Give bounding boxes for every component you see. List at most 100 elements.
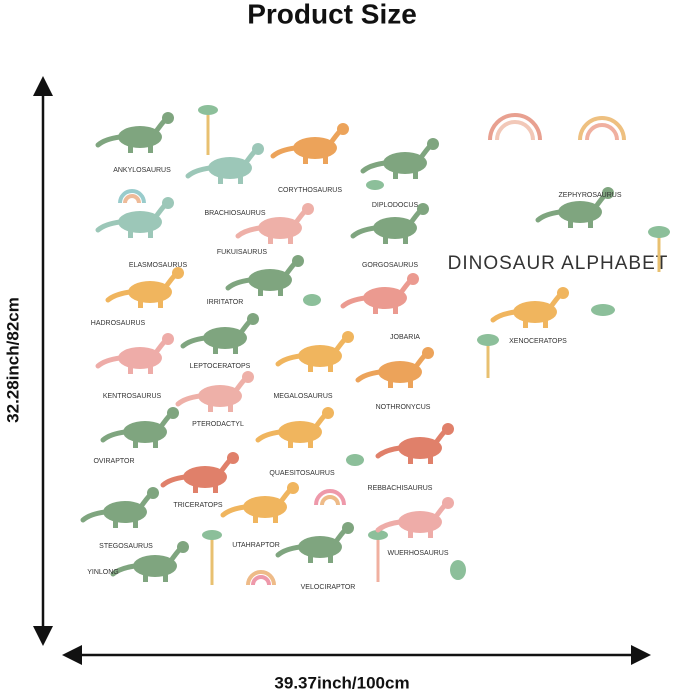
dino-leg [158,298,163,308]
dino-label: BRACHIOSAURUS [204,210,265,217]
dino-head [407,273,419,285]
dino-label: HADROSAURUS [91,320,146,327]
dinosaur: BRACHIOSAURUS [185,143,266,217]
dino-head [302,203,314,215]
dino-body [248,269,292,291]
dino-leg [193,483,198,493]
dino-head [167,407,179,419]
dino-label: GORGOSAURUS [362,262,418,269]
dino-leg [408,378,413,388]
dino-label: QUAESITOSAURUS [269,470,335,477]
dinosaur: HADROSAURUS [91,267,184,327]
dino-body [258,217,302,239]
dino-leg [128,228,133,238]
dino-head [442,497,454,509]
dinosaur: MEGALOSAURUS [273,331,354,400]
dino-label: REBBACHISAURUS [368,485,433,492]
dino-leg [268,234,273,244]
dino-leg [143,572,148,582]
dino-tail [185,165,213,179]
dino-head [162,112,174,124]
dino-body [128,281,172,303]
dino-head [227,452,239,464]
dino-body [558,201,602,223]
dino-body [513,301,557,323]
dino-leg [308,553,313,563]
dino-head [337,123,349,135]
dino-head [287,482,299,494]
dino-head [292,255,304,267]
dino-tail [355,369,383,383]
dinosaur: LEPTOCERATOPS [180,313,259,370]
dino-leg [228,402,233,412]
dino-leg [393,304,398,314]
dino-tail [95,219,123,233]
dino-body [363,287,407,309]
dino-leg [328,362,333,372]
dino-head [417,203,429,215]
dino-tail [535,209,563,223]
dino-body [133,555,177,577]
dino-body [378,361,422,383]
leaves [198,105,670,580]
dino-body [383,152,427,174]
dino-tail [275,353,303,367]
dinosaur: REBBACHISAURUS [368,423,454,492]
dino-label: XENOCERATOPS [509,338,567,345]
dino-leg [208,402,213,412]
dino-leg [288,234,293,244]
dino-label: YINLONG [87,569,119,576]
dino-leg [308,362,313,372]
page-title: Product Size [247,0,417,29]
dino-tail [180,335,208,349]
dinosaur: QUAESITOSAURUS [255,407,335,477]
dino-leg [588,218,593,228]
dino-label: IRRITATOR [207,299,244,306]
width-label: 39.37inch/100cm [274,673,409,692]
dino-label: ZEPHYROSAURUS [558,192,621,199]
dino-head [147,487,159,499]
dino-head [162,333,174,345]
dino-tail [275,544,303,558]
dino-leg [568,218,573,228]
dino-head [422,347,434,359]
dino-body [118,347,162,369]
dino-leg [323,154,328,164]
dino-label: TRICERATOPS [173,502,222,509]
dinosaur: WUERHOSAURUS [375,497,454,557]
dino-label: STEGOSAURUS [99,543,153,550]
dino-leg [218,174,223,184]
dino-leg [308,438,313,448]
dinosaur: GORGOSAURUS [350,203,429,269]
dinosaur: KENTROSAURUS [95,333,174,400]
dino-leg [328,553,333,563]
decorations [118,113,661,586]
dino-tail [340,295,368,309]
dino-label: KENTROSAURUS [103,393,162,400]
dino-leg [258,286,263,296]
dino-label: MEGALOSAURUS [273,393,332,400]
dino-label: OVIRAPTOR [93,458,134,465]
dino-leg [238,174,243,184]
dino-leg [408,454,413,464]
dinosaur: NOTHRONYCUS [355,347,434,411]
height-label: 32.28inch/82cm [3,297,22,423]
dino-leg [388,378,393,388]
dino-body [278,421,322,443]
dino-leg [133,518,138,528]
dino-leg [253,513,258,523]
dino-label: NOTHRONYCUS [376,404,431,411]
dino-leg [408,528,413,538]
dino-tail [110,563,138,577]
dinosaur: STEGOSAURUS [80,487,159,550]
dino-tail [375,519,403,533]
dino-label: PTERODACTYL [192,421,244,428]
dino-body [118,211,162,233]
sheet-title: DINOSAUR ALPHABET [448,253,669,274]
dinosaur: ELASMOSAURUS [95,197,187,269]
dino-tail [235,225,263,239]
dino-leg [148,143,153,153]
dino-leg [213,483,218,493]
dino-leg [273,513,278,523]
dino-head [247,313,259,325]
